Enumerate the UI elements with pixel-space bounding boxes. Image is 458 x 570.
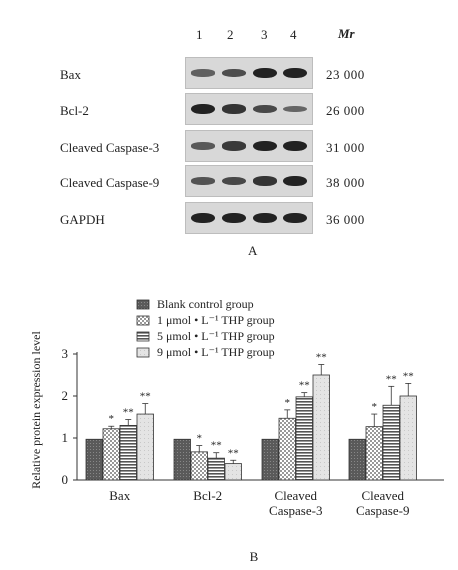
blot-band	[191, 69, 215, 77]
legend-swatch	[136, 315, 150, 326]
blot-band	[191, 212, 215, 224]
significance-mark: **	[123, 407, 134, 419]
blot-band	[253, 67, 277, 79]
lane-number: 2	[227, 27, 234, 42]
blot-band	[253, 140, 277, 152]
blot-strip	[185, 130, 313, 162]
mr-value: 38 000	[326, 175, 365, 190]
y-axis-label: Relative protein expression level	[29, 331, 43, 489]
blot-band	[222, 212, 246, 224]
blot-band	[283, 140, 307, 152]
significance-mark: **	[228, 447, 239, 459]
significance-mark: **	[211, 440, 222, 452]
x-tick-label: Caspase-9	[356, 503, 409, 518]
legend-swatch	[136, 347, 150, 358]
protein-label: Cleaved Caspase-3	[60, 140, 160, 155]
blot-band	[191, 103, 215, 115]
legend-label: 5 μmol • L⁻¹ THP group	[157, 329, 275, 343]
lane-number: 4	[290, 27, 297, 42]
mr-header: Mr	[338, 26, 355, 41]
legend-swatch	[136, 331, 150, 342]
mr-value: 26 000	[326, 103, 365, 118]
bar	[85, 438, 103, 481]
x-tick-label: Caspase-3	[269, 503, 322, 518]
bar	[207, 457, 225, 481]
chart-legend: Blank control group 1 μmol • L⁻¹ THP grou…	[136, 297, 275, 359]
blot-strip	[185, 165, 313, 197]
blot-band	[283, 175, 307, 187]
bar	[261, 438, 279, 481]
legend-label: 9 μmol • L⁻¹ THP group	[157, 345, 275, 359]
protein-label: Bax	[60, 67, 81, 82]
bar	[348, 438, 366, 481]
bar	[365, 426, 383, 481]
y-tick-label: 3	[62, 346, 69, 361]
protein-label: GAPDH	[60, 212, 105, 227]
x-tick-label: Cleaved	[361, 488, 404, 503]
protein-label: Bcl-2	[60, 103, 89, 118]
bar	[382, 404, 400, 481]
blot-band	[222, 68, 246, 78]
significance-mark: *	[372, 401, 378, 413]
significance-mark: *	[285, 397, 291, 409]
bar	[173, 438, 191, 481]
chart-bars: *****Bax*****Bcl-2*****CleavedCaspase-3*…	[85, 352, 417, 518]
bar	[190, 451, 208, 481]
bar	[136, 413, 154, 481]
legend-label: 1 μmol • L⁻¹ THP group	[157, 313, 275, 327]
lane-number: 3	[261, 27, 268, 42]
y-tick-label: 2	[62, 388, 69, 403]
bar	[224, 463, 242, 481]
y-tick-label: 1	[62, 430, 69, 445]
blot-band	[222, 176, 246, 186]
x-tick-label: Bcl-2	[193, 488, 222, 503]
panel-label-a: A	[248, 243, 258, 258]
x-tick-label: Cleaved	[274, 488, 317, 503]
bar	[102, 428, 120, 481]
blot-strip	[185, 93, 313, 125]
blot-band	[283, 212, 307, 224]
blot-band	[191, 177, 215, 185]
panel-label-b: B	[250, 549, 259, 564]
blot-band	[222, 104, 246, 114]
significance-mark: *	[197, 433, 203, 445]
significance-mark: **	[403, 370, 414, 382]
bar	[119, 424, 137, 481]
blot-band	[283, 67, 307, 79]
significance-mark: **	[316, 352, 327, 364]
mr-value: 23 000	[326, 67, 365, 82]
blot-strip	[185, 202, 313, 234]
mr-value: 36 000	[326, 212, 365, 227]
blot-band	[253, 212, 277, 224]
blot-strip	[185, 57, 313, 89]
blot-band	[191, 142, 215, 150]
significance-mark: **	[299, 380, 310, 392]
blot-band	[253, 104, 277, 114]
bar	[399, 395, 417, 481]
bar	[312, 374, 330, 481]
blot-band	[283, 105, 307, 113]
bar-chart: Blank control group 1 μmol • L⁻¹ THP grou…	[29, 297, 444, 564]
significance-mark: *	[109, 413, 115, 425]
bar	[295, 396, 313, 481]
significance-mark: **	[140, 391, 151, 403]
blot-band	[253, 176, 277, 186]
legend-swatch	[136, 299, 150, 310]
y-tick-label: 0	[62, 472, 69, 487]
lane-number: 1	[196, 27, 203, 42]
blot-band	[222, 141, 246, 151]
protein-label: Cleaved Caspase-9	[60, 175, 160, 190]
significance-mark: **	[386, 373, 397, 385]
legend-label: Blank control group	[157, 297, 254, 311]
bar	[278, 417, 296, 481]
mr-value: 31 000	[326, 140, 365, 155]
x-tick-label: Bax	[109, 488, 130, 503]
western-blot-panel: 1 2 3 4 Mr Bax Bcl-2 Cleaved Caspase-3 C…	[0, 0, 458, 268]
